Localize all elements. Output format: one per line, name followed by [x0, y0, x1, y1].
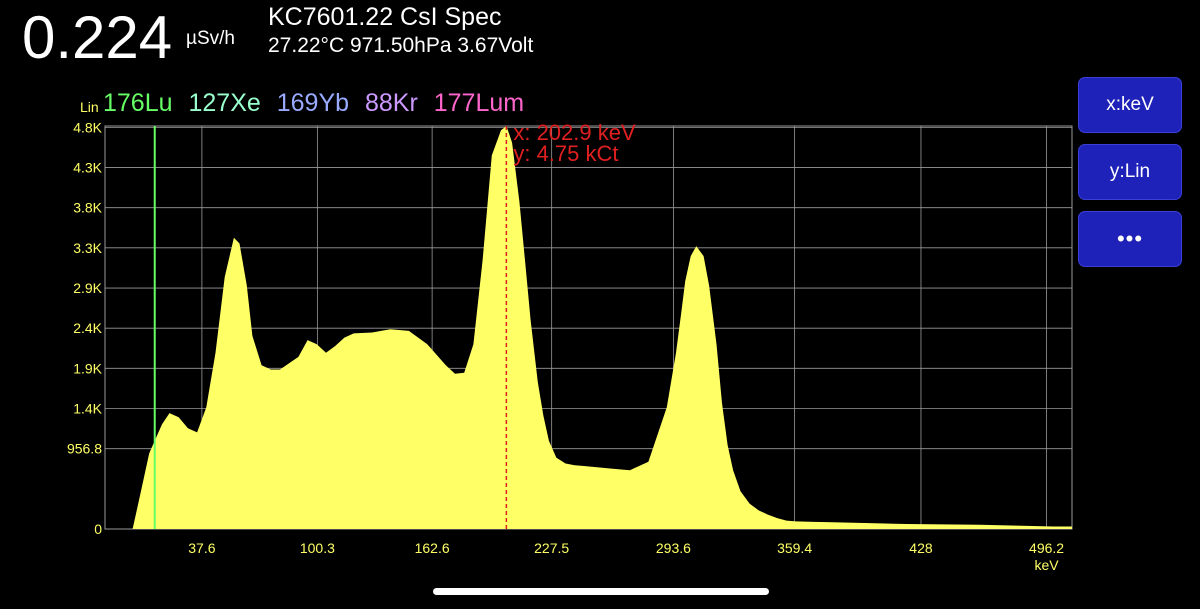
y-tick-label-1: 956.8	[67, 441, 102, 457]
isotope-lu177m[interactable]: 177Lum	[433, 89, 525, 117]
y-tick-label-5: 2.9K	[73, 280, 102, 296]
more-options-button[interactable]: •••	[1078, 211, 1182, 267]
y-tick-label-4: 2.4K	[73, 320, 102, 336]
x-axis-unit: keV	[1035, 557, 1060, 573]
cursor-x-readout: x: 202.9 keV	[513, 120, 636, 145]
x-tick-label-1: 100.3	[300, 540, 335, 556]
device-title: KC7601.22 CsI Spec	[268, 3, 502, 31]
y-tick-label-2: 1.4K	[73, 401, 102, 417]
x-tick-label-0: 37.6	[188, 540, 215, 556]
x-tick-label-7: 496.2	[1029, 540, 1064, 556]
spectrum-area	[105, 126, 1072, 529]
y-tick-label-0: 0	[94, 521, 102, 537]
y-tick-label-7: 3.8K	[73, 200, 102, 216]
x-axis-unit-button[interactable]: x:keV	[1078, 77, 1182, 133]
x-axis-ticks: 37.6 100.3 162.6 227.5 293.6 359.4 428 496.2	[188, 540, 1064, 556]
y-scale-label: Lin	[80, 99, 99, 115]
x-tick-label-4: 293.6	[656, 540, 691, 556]
isotope-xe127[interactable]: 127Xe	[188, 89, 261, 117]
x-tick-label-5: 359.4	[777, 540, 812, 556]
dose-rate-value: 0.224	[22, 4, 173, 71]
x-tick-label-6: 428	[909, 540, 933, 556]
x-tick-label-3: 227.5	[534, 540, 569, 556]
y-tick-label-9: 4.8K	[73, 119, 102, 135]
y-tick-label-3: 1.9K	[73, 360, 102, 376]
isotope-legend: 176Lu 127Xe 169Yb 88Kr 177Lum	[103, 89, 533, 118]
y-tick-label-6: 3.3K	[73, 240, 102, 256]
cursor-y-readout: y: 4.75 kCt	[513, 141, 618, 166]
isotope-yb169[interactable]: 169Yb	[276, 89, 350, 117]
x-tick-label-2: 162.6	[415, 540, 450, 556]
y-axis-ticks: 0 956.8 1.4K 1.9K 2.4K 2.9K 3.3K 3.8K 4.3K 4.8K	[67, 119, 103, 537]
y-axis-scale-button[interactable]: y:Lin	[1078, 144, 1182, 200]
y-tick-label-8: 4.3K	[73, 160, 102, 176]
isotope-kr88[interactable]: 88Kr	[364, 89, 418, 117]
home-indicator[interactable]	[433, 588, 769, 595]
isotope-lu176[interactable]: 176Lu	[103, 89, 173, 117]
environment-readout: 27.22°C 971.50hPa 3.67Volt	[268, 34, 534, 57]
dose-rate-unit: µSv/h	[186, 28, 235, 49]
